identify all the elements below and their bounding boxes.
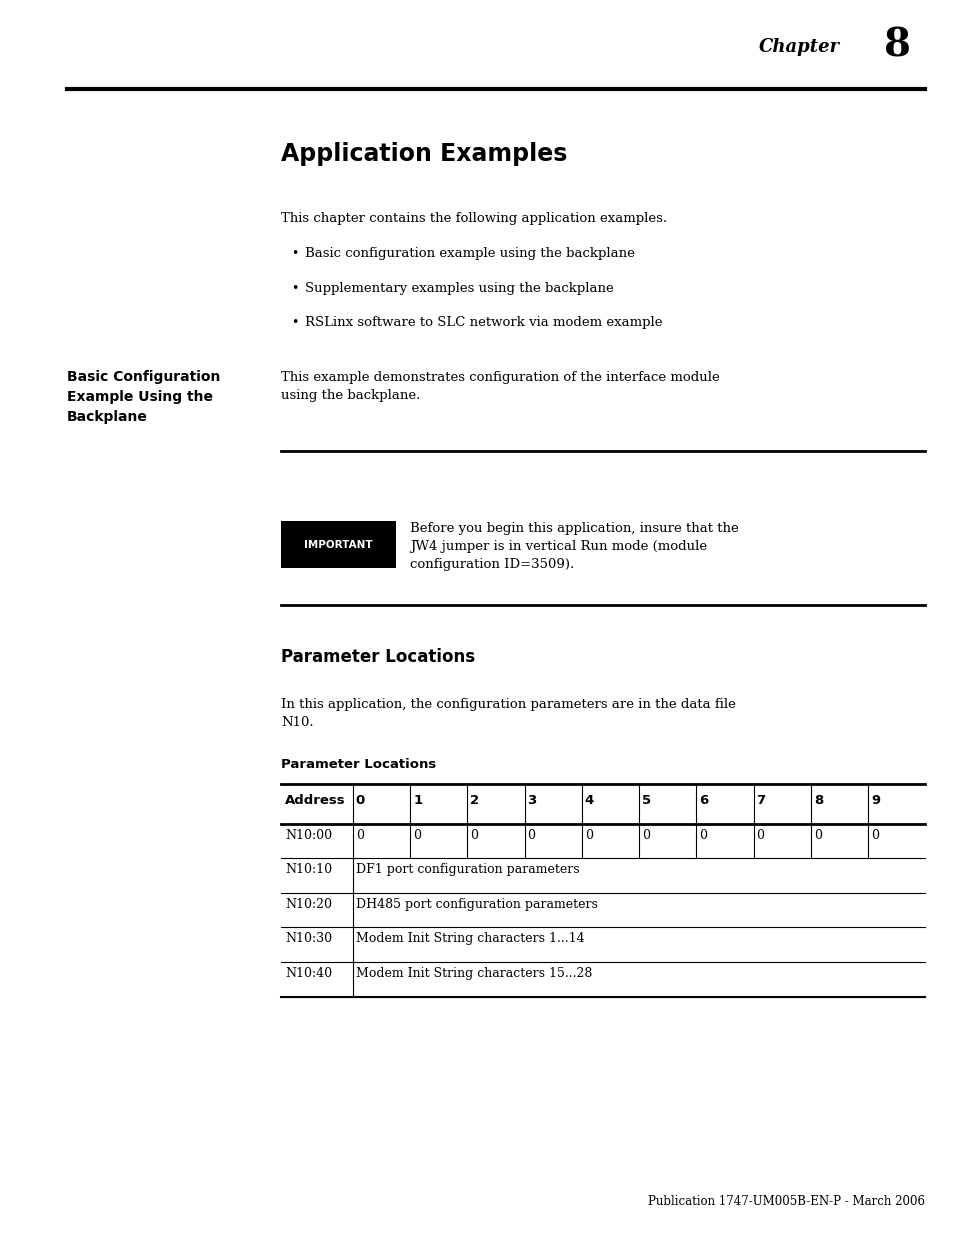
Text: 7: 7 bbox=[756, 794, 765, 808]
Text: 8: 8 bbox=[813, 794, 822, 808]
Text: This example demonstrates configuration of the interface module
using the backpl: This example demonstrates configuration … bbox=[281, 370, 720, 401]
Text: 0: 0 bbox=[527, 829, 535, 842]
Text: Address: Address bbox=[285, 794, 346, 808]
Text: IMPORTANT: IMPORTANT bbox=[304, 540, 373, 550]
Text: Chapter: Chapter bbox=[758, 37, 839, 56]
Text: Publication 1747-UM005B-EN-P - March 2006: Publication 1747-UM005B-EN-P - March 200… bbox=[648, 1194, 924, 1208]
Text: •: • bbox=[291, 282, 298, 295]
Text: N10:20: N10:20 bbox=[285, 898, 332, 911]
Text: 1: 1 bbox=[413, 794, 422, 808]
Text: 6: 6 bbox=[699, 794, 708, 808]
Text: Basic Configuration
Example Using the
Backplane: Basic Configuration Example Using the Ba… bbox=[67, 370, 220, 424]
Text: 0: 0 bbox=[756, 829, 763, 842]
Text: 0: 0 bbox=[413, 829, 420, 842]
Text: 4: 4 bbox=[584, 794, 594, 808]
Text: N10:10: N10:10 bbox=[285, 863, 332, 877]
Text: 0: 0 bbox=[355, 829, 363, 842]
Text: N10:00: N10:00 bbox=[285, 829, 332, 842]
Text: 0: 0 bbox=[641, 829, 649, 842]
Text: 9: 9 bbox=[870, 794, 880, 808]
Text: 0: 0 bbox=[355, 794, 365, 808]
Text: Supplementary examples using the backplane: Supplementary examples using the backpla… bbox=[305, 282, 614, 295]
Text: 0: 0 bbox=[699, 829, 706, 842]
Text: Modem Init String characters 15...28: Modem Init String characters 15...28 bbox=[355, 967, 592, 981]
FancyBboxPatch shape bbox=[281, 521, 395, 568]
Text: DF1 port configuration parameters: DF1 port configuration parameters bbox=[355, 863, 578, 877]
Text: N10:40: N10:40 bbox=[285, 967, 332, 981]
Text: 0: 0 bbox=[470, 829, 477, 842]
Text: 3: 3 bbox=[527, 794, 537, 808]
Text: Modem Init String characters 1...14: Modem Init String characters 1...14 bbox=[355, 932, 584, 946]
Text: In this application, the configuration parameters are in the data file
N10.: In this application, the configuration p… bbox=[281, 698, 736, 729]
Text: 0: 0 bbox=[813, 829, 821, 842]
Text: N10:30: N10:30 bbox=[285, 932, 332, 946]
Text: Parameter Locations: Parameter Locations bbox=[281, 648, 475, 667]
Text: 0: 0 bbox=[584, 829, 592, 842]
Text: 8: 8 bbox=[883, 26, 910, 64]
Text: Parameter Locations: Parameter Locations bbox=[281, 758, 436, 772]
Text: •: • bbox=[291, 247, 298, 261]
Text: •: • bbox=[291, 316, 298, 330]
Text: 2: 2 bbox=[470, 794, 479, 808]
Text: This chapter contains the following application examples.: This chapter contains the following appl… bbox=[281, 212, 667, 226]
Text: Application Examples: Application Examples bbox=[281, 142, 567, 165]
Text: RSLinx software to SLC network via modem example: RSLinx software to SLC network via modem… bbox=[305, 316, 662, 330]
Text: 0: 0 bbox=[870, 829, 878, 842]
Text: Before you begin this application, insure that the
JW4 jumper is in vertical Run: Before you begin this application, insur… bbox=[410, 522, 739, 572]
Text: DH485 port configuration parameters: DH485 port configuration parameters bbox=[355, 898, 598, 911]
Text: 5: 5 bbox=[641, 794, 651, 808]
Text: Basic configuration example using the backplane: Basic configuration example using the ba… bbox=[305, 247, 635, 261]
